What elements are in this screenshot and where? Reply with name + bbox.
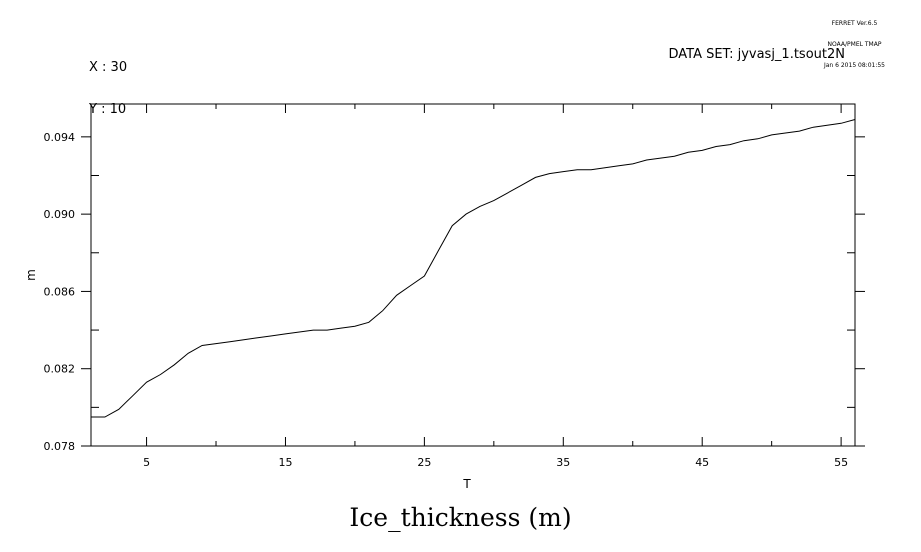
chart-title: Ice_thickness (m) [349,503,572,532]
y-tick-label: 0.086 [44,285,76,298]
line-chart: 5 15 25 35 45 55 0.078 0.082 0.086 0.090 0.094 Tm [24,103,865,491]
y-tick-label: 0.082 [44,363,76,376]
y-tick-label: 0.078 [44,440,76,453]
y-tick-label: 0.090 [44,208,76,221]
program-line: FERRET Ver.6.5 [831,20,878,27]
y-location: Y : 10 [89,102,127,117]
x-location: X : 30 [89,60,128,75]
x-tick-label: 55 [834,456,848,469]
x-tick-label: 35 [556,456,570,469]
x-tick-label: 25 [417,456,431,469]
org-line: NOAA/PMEL TMAP [827,41,882,48]
x-tick-label: 15 [278,456,292,469]
series-line [91,119,856,418]
ferret-version-stamp: FERRET Ver.6.5 NOAA/PMEL TMAP Jan 6 2015… [824,6,885,76]
plot-frame [90,103,856,447]
x-axis-label: T [462,477,471,491]
date-line: Jan 6 2015 08:01:55 [823,62,885,69]
dataset-label: DATA SET: jyvasj_1.tsout2N [668,47,845,62]
y-axis-label: m [24,269,38,281]
x-tick-label: 45 [695,456,709,469]
y-tick-label: 0.094 [44,131,76,144]
location-info: X : 30 Y : 10 [89,33,127,131]
x-tick-label: 5 [143,456,150,469]
